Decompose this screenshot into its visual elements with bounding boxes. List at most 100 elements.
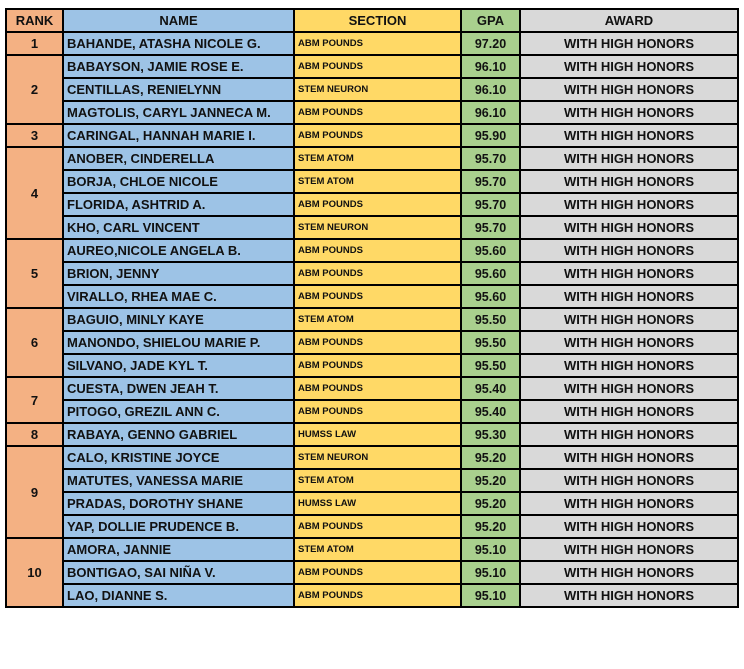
name-cell: AUREO,NICOLE ANGELA B.	[62, 238, 295, 263]
gpa-cell: 95.70	[460, 192, 521, 217]
honors-table: RANK NAME SECTION GPA AWARD 1 BAHANDE, AT…	[5, 8, 739, 608]
name-cell: VIRALLO, RHEA MAE C.	[62, 284, 295, 309]
table-row: BORJA, CHLOE NICOLE STEM ATOM 95.70 WITH HI…	[6, 169, 739, 194]
section-cell: STEM ATOM	[293, 468, 462, 493]
table-body: 1 BAHANDE, ATASHA NICOLE G. ABM POUNDS 97.2…	[5, 31, 739, 608]
gpa-cell: 95.40	[460, 376, 521, 401]
table-row: 1 BAHANDE, ATASHA NICOLE G. ABM POUNDS 97.2…	[5, 31, 739, 56]
table-row: VIRALLO, RHEA MAE C. ABM POUNDS 95.60 WITH …	[6, 284, 739, 309]
name-cell: BONTIGAO, SAI NIÑA V.	[62, 560, 295, 585]
table-row: YAP, DOLLIE PRUDENCE B. ABM POUNDS 95.20 WI…	[6, 514, 739, 539]
name-cell: BAGUIO, MINLY KAYE	[62, 307, 295, 332]
gpa-cell: 95.60	[460, 238, 521, 263]
name-cell: MANONDO, SHIELOU MARIE P.	[62, 330, 295, 355]
section-cell: STEM NEURON	[293, 215, 462, 240]
award-cell: WITH HIGH HONORS	[519, 514, 739, 539]
section-cell: ABM POUNDS	[293, 100, 462, 125]
section-cell: ABM POUNDS	[293, 353, 462, 378]
gpa-cell: 95.40	[460, 399, 521, 424]
award-cell: WITH HIGH HONORS	[519, 353, 739, 378]
section-cell: ABM POUNDS	[293, 376, 462, 401]
section-cell: ABM POUNDS	[293, 123, 462, 148]
name-cell: BABAYSON, JAMIE ROSE E.	[62, 54, 295, 79]
award-cell: WITH HIGH HONORS	[519, 422, 739, 447]
table-row: PRADAS, DOROTHY SHANE HUMSS LAW 95.20 WITH …	[6, 491, 739, 516]
award-cell: WITH HIGH HONORS	[519, 468, 739, 493]
gpa-cell: 96.10	[460, 54, 521, 79]
section-cell: HUMSS LAW	[293, 491, 462, 516]
name-cell: BORJA, CHLOE NICOLE	[62, 169, 295, 194]
award-cell: WITH HIGH HONORS	[519, 284, 739, 309]
table-row: PITOGO, GREZIL ANN C. ABM POUNDS 95.40 WITH…	[6, 399, 739, 424]
gpa-cell: 95.20	[460, 491, 521, 516]
name-cell: PRADAS, DOROTHY SHANE	[62, 491, 295, 516]
table-row: 8 RABAYA, GENNO GABRIEL HUMSS LAW 95.30 WITH…	[5, 422, 739, 447]
name-cell: SILVANO, JADE KYL T.	[62, 353, 295, 378]
award-cell: WITH HIGH HONORS	[519, 123, 739, 148]
gpa-cell: 96.10	[460, 77, 521, 102]
rank-cell: 7	[5, 376, 64, 424]
name-cell: KHO, CARL VINCENT	[62, 215, 295, 240]
award-cell: WITH HIGH HONORS	[519, 376, 739, 401]
section-cell: STEM ATOM	[293, 537, 462, 562]
award-cell: WITH HIGH HONORS	[519, 54, 739, 79]
name-cell: BRION, JENNY	[62, 261, 295, 286]
gpa-cell: 95.10	[460, 560, 521, 585]
gpa-cell: 95.70	[460, 146, 521, 171]
rank-cell: 6	[5, 307, 64, 378]
award-cell: WITH HIGH HONORS	[519, 215, 739, 240]
gpa-cell: 95.50	[460, 330, 521, 355]
table-row: SILVANO, JADE KYL T. ABM POUNDS 95.50 WITH …	[6, 353, 739, 378]
rank-cell: 2	[5, 54, 64, 125]
section-cell: ABM POUNDS	[293, 238, 462, 263]
table-row: 3 CARINGAL, HANNAH MARIE I. ABM POUNDS 95.9…	[5, 123, 739, 148]
gpa-cell: 95.50	[460, 307, 521, 332]
award-cell: WITH HIGH HONORS	[519, 399, 739, 424]
gpa-cell: 95.30	[460, 422, 521, 447]
table-row: MAGTOLIS, CARYL JANNECA M. ABM POUNDS 96.1…	[6, 100, 739, 125]
award-cell: WITH HIGH HONORS	[519, 146, 739, 171]
section-cell: STEM ATOM	[293, 146, 462, 171]
gpa-cell: 95.90	[460, 123, 521, 148]
name-cell: CENTILLAS, RENIELYNN	[62, 77, 295, 102]
table-row: CENTILLAS, RENIELYNN STEM NEURON 96.10 WITH…	[6, 77, 739, 102]
rank-cell: 3	[5, 123, 64, 148]
gpa-cell: 95.60	[460, 261, 521, 286]
name-cell: AMORA, JANNIE	[62, 537, 295, 562]
name-cell: MATUTES, VANESSA MARIE	[62, 468, 295, 493]
award-cell: WITH HIGH HONORS	[519, 31, 739, 56]
award-cell: WITH HIGH HONORS	[519, 583, 739, 608]
section-cell: ABM POUNDS	[293, 54, 462, 79]
gpa-cell: 95.20	[460, 445, 521, 470]
rank-header: RANK	[5, 8, 64, 33]
award-cell: WITH HIGH HONORS	[519, 192, 739, 217]
section-cell: HUMSS LAW	[293, 422, 462, 447]
section-cell: ABM POUNDS	[293, 31, 462, 56]
rank-cell: 9	[5, 445, 64, 539]
award-cell: WITH HIGH HONORS	[519, 169, 739, 194]
gpa-cell: 95.20	[460, 514, 521, 539]
rank-cell: 10	[5, 537, 64, 608]
table-row: 5 AUREO,NICOLE ANGELA B. ABM POUNDS 95.60 WI…	[5, 238, 739, 309]
header-row: RANK NAME SECTION GPA AWARD	[5, 8, 739, 33]
table-row: LAO, DIANNE S. ABM POUNDS 95.10 WITH HIGH H…	[6, 583, 739, 608]
rank-cell: 4	[5, 146, 64, 240]
gpa-cell: 96.10	[460, 100, 521, 125]
table-row: FLORIDA, ASHTRID A. ABM POUNDS 95.70 WITH H…	[6, 192, 739, 217]
award-cell: WITH HIGH HONORS	[519, 77, 739, 102]
award-cell: WITH HIGH HONORS	[519, 238, 739, 263]
award-cell: WITH HIGH HONORS	[519, 100, 739, 125]
name-cell: CARINGAL, HANNAH MARIE I.	[62, 123, 295, 148]
section-cell: ABM POUNDS	[293, 399, 462, 424]
gpa-cell: 95.10	[460, 583, 521, 608]
name-cell: FLORIDA, ASHTRID A.	[62, 192, 295, 217]
table-row: BONTIGAO, SAI NIÑA V. ABM POUNDS 95.10 WITH…	[6, 560, 739, 585]
table-row: 9 CALO, KRISTINE JOYCE STEM NEURON 95.20 WIT…	[5, 445, 739, 539]
rank-cell: 1	[5, 31, 64, 56]
table-row: 2 BABAYSON, JAMIE ROSE E. ABM POUNDS 96.10 W…	[5, 54, 739, 125]
award-cell: WITH HIGH HONORS	[519, 560, 739, 585]
table-row: 4 ANOBER, CINDERELLA STEM ATOM 95.70 WITH HI…	[5, 146, 739, 240]
section-cell: ABM POUNDS	[293, 514, 462, 539]
section-cell: ABM POUNDS	[293, 192, 462, 217]
section-cell: STEM NEURON	[293, 77, 462, 102]
